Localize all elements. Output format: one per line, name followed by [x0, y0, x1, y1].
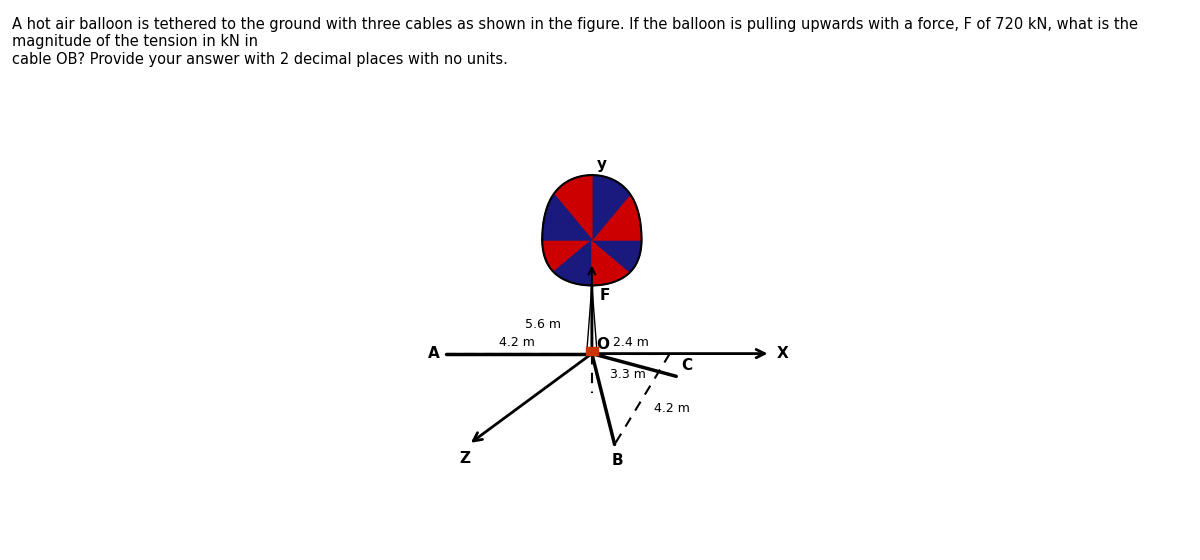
Text: 2.4 m: 2.4 m — [613, 336, 649, 349]
Text: Z: Z — [460, 451, 470, 466]
Polygon shape — [553, 240, 592, 286]
Text: B: B — [612, 452, 624, 468]
Polygon shape — [592, 175, 630, 240]
Text: A hot air balloon is tethered to the ground with three cables as shown in the fi: A hot air balloon is tethered to the gro… — [12, 17, 1138, 67]
Text: y: y — [596, 157, 607, 172]
Text: 5.6 m: 5.6 m — [526, 318, 562, 331]
Text: 3.3 m: 3.3 m — [610, 368, 646, 381]
Bar — [586, 347, 598, 355]
Polygon shape — [592, 240, 642, 272]
Text: F: F — [600, 288, 611, 302]
Text: A: A — [427, 346, 439, 361]
Text: C: C — [682, 358, 692, 373]
Text: 4.2 m: 4.2 m — [499, 336, 535, 349]
Polygon shape — [542, 240, 592, 272]
Text: X: X — [776, 346, 788, 361]
Polygon shape — [553, 175, 592, 240]
Polygon shape — [592, 194, 642, 240]
Text: 4.2 m: 4.2 m — [654, 402, 690, 416]
Polygon shape — [542, 194, 592, 240]
Polygon shape — [592, 240, 630, 286]
Text: O: O — [595, 337, 608, 352]
